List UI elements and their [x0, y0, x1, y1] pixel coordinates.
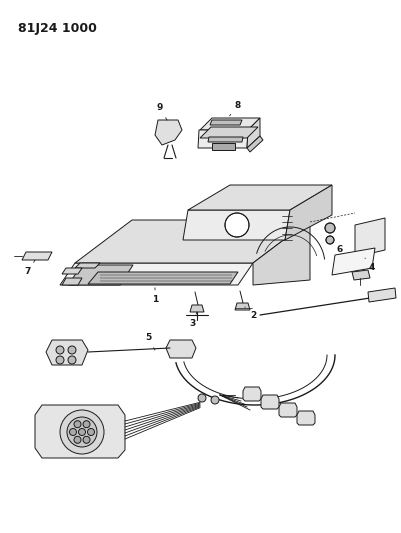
Polygon shape: [68, 265, 133, 285]
Polygon shape: [235, 303, 250, 310]
Circle shape: [56, 356, 64, 364]
Polygon shape: [22, 252, 52, 260]
Text: 4: 4: [365, 258, 375, 272]
Polygon shape: [352, 270, 370, 280]
Polygon shape: [198, 130, 248, 148]
Circle shape: [326, 236, 334, 244]
Polygon shape: [166, 340, 196, 358]
Polygon shape: [60, 263, 253, 285]
Circle shape: [68, 356, 76, 364]
Text: 7: 7: [25, 260, 35, 277]
Text: 8: 8: [230, 101, 241, 116]
Polygon shape: [200, 118, 260, 130]
Circle shape: [74, 437, 81, 443]
Polygon shape: [355, 218, 385, 257]
Circle shape: [83, 421, 90, 427]
Polygon shape: [190, 305, 204, 312]
Polygon shape: [332, 248, 375, 275]
Circle shape: [74, 421, 81, 427]
Polygon shape: [88, 272, 238, 284]
Circle shape: [325, 223, 335, 233]
Polygon shape: [188, 185, 332, 210]
Polygon shape: [75, 263, 100, 268]
Polygon shape: [200, 127, 258, 138]
Polygon shape: [155, 120, 182, 145]
Polygon shape: [62, 278, 82, 285]
Polygon shape: [62, 268, 82, 274]
Circle shape: [87, 429, 95, 435]
Circle shape: [225, 213, 249, 237]
Text: 1: 1: [152, 288, 158, 304]
Polygon shape: [243, 387, 261, 401]
Circle shape: [83, 437, 90, 443]
Polygon shape: [261, 395, 279, 409]
Polygon shape: [183, 210, 290, 240]
Circle shape: [60, 410, 104, 454]
Polygon shape: [368, 288, 396, 302]
Circle shape: [56, 346, 64, 354]
Text: 9: 9: [157, 103, 167, 120]
Polygon shape: [212, 143, 235, 150]
Circle shape: [198, 394, 206, 402]
Polygon shape: [285, 185, 332, 240]
Text: 2: 2: [245, 307, 256, 320]
Circle shape: [79, 429, 85, 435]
Circle shape: [211, 396, 219, 404]
Polygon shape: [247, 118, 260, 148]
Circle shape: [69, 429, 77, 435]
Polygon shape: [75, 220, 310, 263]
Polygon shape: [208, 137, 243, 142]
Circle shape: [68, 346, 76, 354]
Text: 5: 5: [145, 334, 155, 350]
Polygon shape: [210, 120, 242, 125]
Circle shape: [67, 417, 97, 447]
Polygon shape: [253, 220, 310, 285]
Polygon shape: [46, 340, 88, 365]
Text: 81J24 1000: 81J24 1000: [18, 22, 97, 35]
Polygon shape: [279, 403, 297, 417]
Text: 6: 6: [332, 242, 343, 254]
Polygon shape: [297, 411, 315, 425]
Text: 3: 3: [189, 312, 197, 328]
Polygon shape: [247, 136, 263, 152]
Polygon shape: [35, 405, 125, 458]
Circle shape: [358, 259, 366, 267]
Polygon shape: [355, 252, 372, 263]
